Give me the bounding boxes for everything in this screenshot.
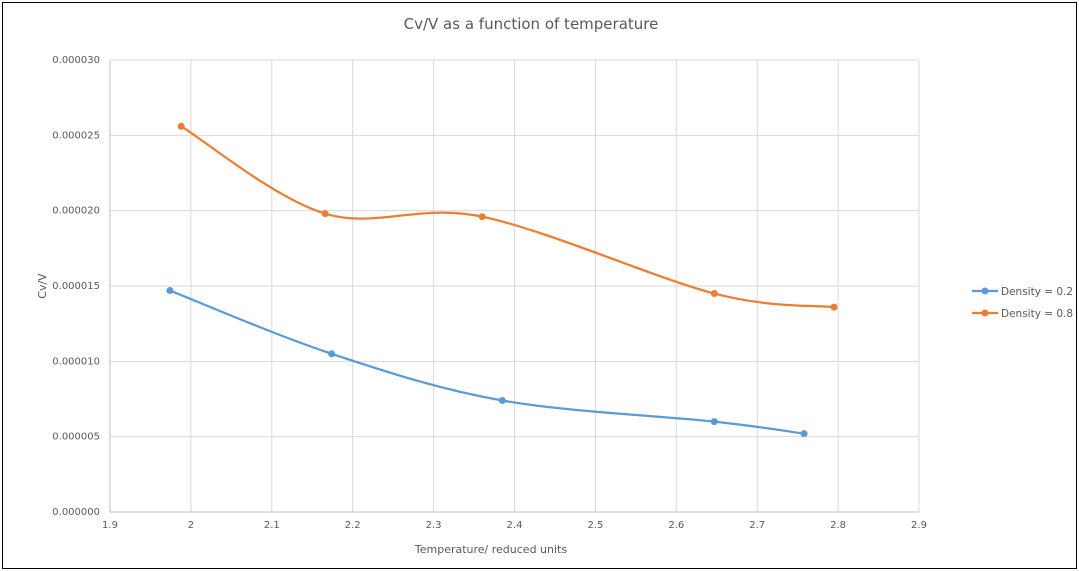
series-line <box>169 289 805 435</box>
legend-marker <box>981 309 989 317</box>
series-layer <box>166 122 838 438</box>
y-tick-label: 0.000010 <box>52 356 100 367</box>
x-tick-label: 2.4 <box>507 520 523 531</box>
x-tick-label: 1.9 <box>102 520 118 531</box>
y-axis-label: Cv/V <box>36 273 49 299</box>
data-point <box>498 397 506 405</box>
data-point <box>478 213 486 221</box>
y-tick-label: 0.000000 <box>52 507 100 518</box>
x-tick-label: 2.8 <box>830 520 846 531</box>
legend-label: Density = 0.8 <box>1001 308 1073 320</box>
x-tick-label: 2.2 <box>345 520 361 531</box>
series-2 <box>177 122 838 311</box>
data-point <box>328 350 336 358</box>
x-tick-label: 2.3 <box>426 520 442 531</box>
data-point <box>830 303 838 311</box>
y-tick-label: 0.000030 <box>52 55 100 66</box>
data-point <box>321 210 329 218</box>
series-line <box>180 125 835 309</box>
x-tick-label: 2 <box>188 520 194 531</box>
gridlines <box>109 59 920 513</box>
legend: Density = 0.2 Density = 0.8 <box>972 286 1073 320</box>
legend-label: Density = 0.2 <box>1001 286 1073 298</box>
y-axis-ticks: 0.000000 0.000005 0.000010 0.000015 0.000020… <box>52 55 100 518</box>
data-point <box>710 290 718 298</box>
legend-marker <box>981 287 989 295</box>
x-tick-label: 2.7 <box>749 520 765 531</box>
series-1 <box>166 287 808 438</box>
data-point <box>800 430 808 438</box>
x-tick-label: 2.5 <box>587 520 603 531</box>
data-point <box>710 418 718 426</box>
y-tick-label: 0.000025 <box>52 130 100 141</box>
y-tick-label: 0.000015 <box>52 281 100 292</box>
x-tick-label: 2.9 <box>911 520 927 531</box>
y-tick-label: 0.000020 <box>52 206 100 217</box>
data-point <box>166 287 174 295</box>
x-axis-label: Temperature/ reduced units <box>414 543 567 556</box>
chart-title: Cv/V as a function of temperature <box>404 15 659 33</box>
data-point <box>177 122 185 130</box>
y-tick-label: 0.000005 <box>52 432 100 443</box>
x-tick-label: 2.6 <box>668 520 684 531</box>
x-tick-label: 2.1 <box>264 520 280 531</box>
x-axis-ticks: 1.9 2 2.1 2.2 2.3 2.4 2.5 2.6 2.7 2.8 2.9 <box>102 520 927 531</box>
